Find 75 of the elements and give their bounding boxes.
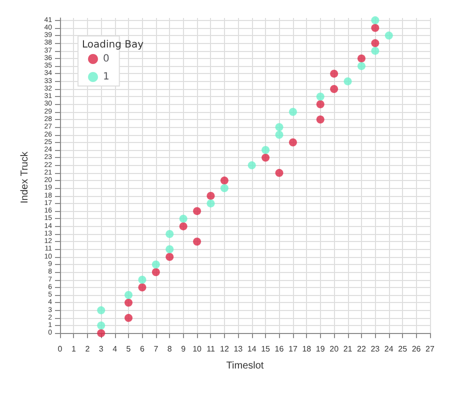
x-tick-label: 23 bbox=[370, 344, 380, 354]
point bbox=[179, 222, 188, 230]
point bbox=[124, 291, 133, 300]
point bbox=[166, 230, 174, 238]
point bbox=[152, 260, 160, 268]
y-axis-title: Index Truck bbox=[20, 150, 30, 204]
point bbox=[275, 168, 284, 177]
x-tick-label: 9 bbox=[181, 344, 186, 354]
point bbox=[357, 62, 366, 70]
x-tick-label: 4 bbox=[112, 344, 118, 354]
x-tick-label: 15 bbox=[261, 344, 271, 354]
x-tick-label: 13 bbox=[234, 344, 244, 354]
point bbox=[357, 54, 366, 62]
x-tick-label: 5 bbox=[126, 344, 132, 354]
x-tick-label: 14 bbox=[247, 344, 257, 354]
point bbox=[248, 161, 256, 170]
x-tick-label: 11 bbox=[206, 344, 216, 354]
x-tick-label: 22 bbox=[357, 344, 366, 354]
legend-title: Loading Bay bbox=[82, 40, 144, 50]
x-tick-label: 10 bbox=[192, 344, 202, 354]
point bbox=[371, 39, 380, 48]
x-tick-label: 25 bbox=[398, 344, 408, 354]
point bbox=[384, 32, 393, 40]
point bbox=[152, 268, 160, 276]
point bbox=[316, 100, 324, 108]
x-tick-label: 0 bbox=[58, 344, 63, 354]
x-axis-title: Timeslot bbox=[226, 360, 264, 372]
point bbox=[166, 245, 174, 254]
x-tick-label: 6 bbox=[140, 344, 145, 354]
point bbox=[220, 176, 228, 185]
point bbox=[371, 24, 380, 32]
x-tick-label: 16 bbox=[274, 344, 284, 354]
x-tick-label: 24 bbox=[384, 344, 394, 354]
point bbox=[371, 16, 380, 24]
x-tick-label: 27 bbox=[426, 344, 435, 354]
point bbox=[316, 116, 324, 124]
legend-label: 1 bbox=[103, 72, 110, 82]
x-tick-label: 2 bbox=[85, 344, 90, 354]
point bbox=[138, 283, 146, 292]
x-tick-label: 26 bbox=[412, 344, 422, 354]
point bbox=[262, 146, 270, 154]
point bbox=[97, 322, 106, 330]
point bbox=[97, 329, 106, 338]
legend-label: 0 bbox=[103, 54, 110, 64]
point bbox=[124, 314, 133, 322]
point bbox=[275, 130, 284, 139]
point bbox=[193, 207, 202, 216]
x-tick-label: 18 bbox=[302, 344, 312, 354]
point bbox=[288, 108, 297, 116]
point bbox=[97, 306, 106, 314]
x-tick-label: 8 bbox=[167, 344, 172, 354]
point bbox=[371, 46, 380, 55]
x-tick-label: 1 bbox=[71, 344, 76, 354]
point bbox=[275, 123, 284, 132]
point bbox=[220, 184, 228, 192]
point bbox=[138, 276, 146, 284]
point bbox=[193, 238, 202, 246]
x-tick-label: 21 bbox=[343, 344, 353, 354]
point bbox=[316, 92, 324, 101]
x-tick-label: 7 bbox=[154, 344, 159, 354]
point bbox=[124, 298, 133, 307]
x-tick-label: 3 bbox=[98, 344, 104, 354]
x-tick-label: 19 bbox=[316, 344, 326, 354]
point bbox=[288, 138, 297, 146]
x-tick-label: 12 bbox=[220, 344, 230, 354]
point bbox=[344, 77, 352, 86]
point bbox=[166, 252, 174, 261]
x-tick-label: 20 bbox=[330, 344, 340, 354]
point bbox=[179, 214, 188, 223]
point bbox=[330, 84, 338, 93]
x-tick-label: 17 bbox=[288, 344, 298, 354]
point bbox=[262, 154, 270, 162]
point bbox=[330, 70, 338, 78]
point bbox=[206, 192, 215, 200]
point bbox=[206, 199, 215, 208]
